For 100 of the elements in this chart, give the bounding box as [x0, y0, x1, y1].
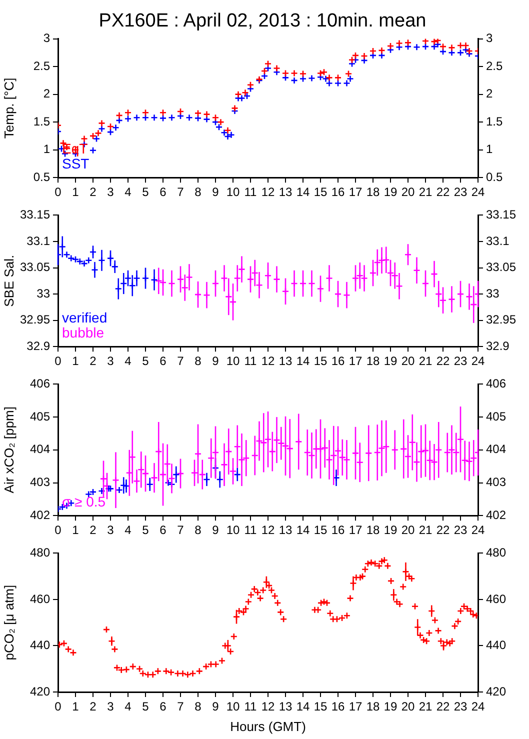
text: bubble	[62, 324, 104, 341]
x-tick-label: 9	[212, 523, 220, 538]
x-tick-label: 17	[348, 523, 362, 538]
x-tick-label: 7	[177, 523, 184, 538]
y-tick-label: 1	[43, 142, 50, 156]
x-tick-label: 17	[348, 354, 362, 368]
x-tick-label: 20	[401, 354, 415, 368]
y-axis-title: Air xCO₂ [ppm]	[1, 406, 16, 494]
x-tick-label: 11	[244, 354, 258, 368]
x-tick-label: 24	[471, 185, 485, 200]
y2-tick-label: 0.5	[486, 170, 504, 184]
x-tick-label: 14	[296, 185, 310, 200]
y2-tick-label: 3	[486, 31, 493, 46]
y2-tick-label: 460	[486, 592, 506, 606]
x-tick-label: 16	[331, 523, 345, 538]
x-tick-label: 2	[90, 523, 97, 538]
x-tick-label: 2	[90, 185, 97, 200]
x-tick-label: 9	[212, 185, 220, 200]
x-tick-label: 1	[72, 700, 80, 714]
y-tick-label: 402	[30, 508, 50, 522]
y2-tick-label: 402	[486, 508, 506, 522]
y-tick-label: 1.5	[33, 114, 50, 128]
y-tick-label: 33.1	[26, 234, 50, 248]
x-tick-label: 3	[107, 185, 114, 200]
y2-tick-label: 405	[486, 409, 506, 424]
y-tick-label: 32.9	[26, 338, 50, 353]
x-tick-label: 18	[366, 523, 380, 538]
y2-tick-label: 480	[486, 546, 506, 560]
x-tick-label: 12	[261, 523, 275, 538]
x-tick-label: 4	[124, 700, 132, 714]
x-tick-label: 8	[194, 354, 202, 368]
x-tick-label: 16	[331, 354, 345, 368]
x-tick-label: 10	[226, 523, 240, 538]
x-tick-label: 8	[194, 185, 202, 200]
x-tick-label: 17	[348, 185, 362, 200]
x-tick-label: 11	[244, 523, 258, 538]
y-tick-label: 460	[30, 592, 50, 606]
x-tick-label: 22	[436, 523, 450, 538]
y2-tick-label: 440	[486, 638, 506, 652]
x-tick-label: 19	[384, 700, 398, 714]
y-axis-title: pCO₂ [μ atm]	[1, 584, 16, 660]
x-tick-label: 15	[314, 185, 328, 200]
y-tick-label: 2	[43, 86, 50, 101]
x-tick-label: 0	[54, 354, 62, 368]
x-tick-label: 10	[226, 700, 240, 714]
x-tick-label: 21	[418, 185, 432, 200]
y-tick-label: 403	[30, 475, 50, 490]
y2-tick-label: 32.95	[486, 312, 516, 327]
y-tick-label: 405	[30, 409, 50, 424]
x-tick-label: 5	[142, 185, 150, 200]
x-tick-label: 24	[471, 523, 485, 538]
x-tick-label: 13	[278, 185, 292, 200]
x-tick-label: 12	[261, 354, 275, 368]
x-tick-label: 12	[261, 700, 275, 714]
x-tick-label: 1	[72, 185, 80, 200]
x-tick-label: 23	[454, 523, 468, 538]
x-tick-label: 13	[278, 354, 292, 368]
y-tick-label: 33.15	[20, 208, 50, 222]
y2-tick-label: 33	[486, 286, 500, 300]
x-tick-label: 15	[314, 700, 328, 714]
y-tick-label: 3	[43, 31, 50, 46]
chart-title: PX160E : April 02, 2013 : 10min. mean	[98, 10, 426, 32]
x-tick-label: 8	[194, 523, 202, 538]
x-tick-label: 2	[90, 354, 97, 368]
x-tick-label: 21	[418, 354, 432, 368]
x-tick-label: 23	[454, 700, 468, 714]
x-tick-label: 10	[226, 354, 240, 368]
x-tick-label: 19	[384, 354, 398, 368]
x-tick-label: 22	[436, 354, 450, 368]
x-tick-label: 19	[384, 523, 398, 538]
series-label: verified	[62, 310, 108, 326]
y2-tick-label: 406	[486, 376, 506, 391]
x-tick-label: 16	[331, 700, 345, 714]
y2-tick-label: 2.5	[486, 58, 504, 73]
x-tick-label: 11	[244, 700, 258, 714]
x-tick-label: 11	[244, 185, 258, 200]
x-tick-label: 15	[314, 523, 328, 538]
y2-tick-label: 1.5	[486, 114, 504, 128]
x-axis-title: Hours (GMT)	[230, 718, 306, 734]
y-tick-label: 33	[36, 286, 50, 300]
x-tick-label: 21	[418, 700, 432, 714]
x-tick-label: 13	[278, 523, 292, 538]
x-tick-label: 21	[418, 523, 432, 538]
x-tick-label: 6	[160, 354, 167, 368]
x-tick-label: 1	[72, 354, 80, 368]
x-tick-label: 4	[124, 523, 132, 538]
y2-tick-label: 403	[486, 475, 506, 490]
x-tick-label: 14	[296, 523, 310, 538]
x-tick-label: 5	[142, 700, 150, 714]
x-tick-label: 0	[54, 523, 62, 538]
x-tick-label: 24	[471, 700, 485, 714]
x-tick-label: 4	[124, 354, 132, 368]
x-tick-label: 1	[72, 523, 80, 538]
y-tick-label: 2.5	[33, 58, 50, 73]
x-tick-label: 3	[107, 523, 114, 538]
x-tick-label: 12	[261, 185, 275, 200]
y2-tick-label: 2	[486, 86, 493, 101]
x-tick-label: 18	[366, 700, 380, 714]
x-tick-label: 15	[314, 354, 328, 368]
x-tick-label: 2	[90, 700, 97, 714]
